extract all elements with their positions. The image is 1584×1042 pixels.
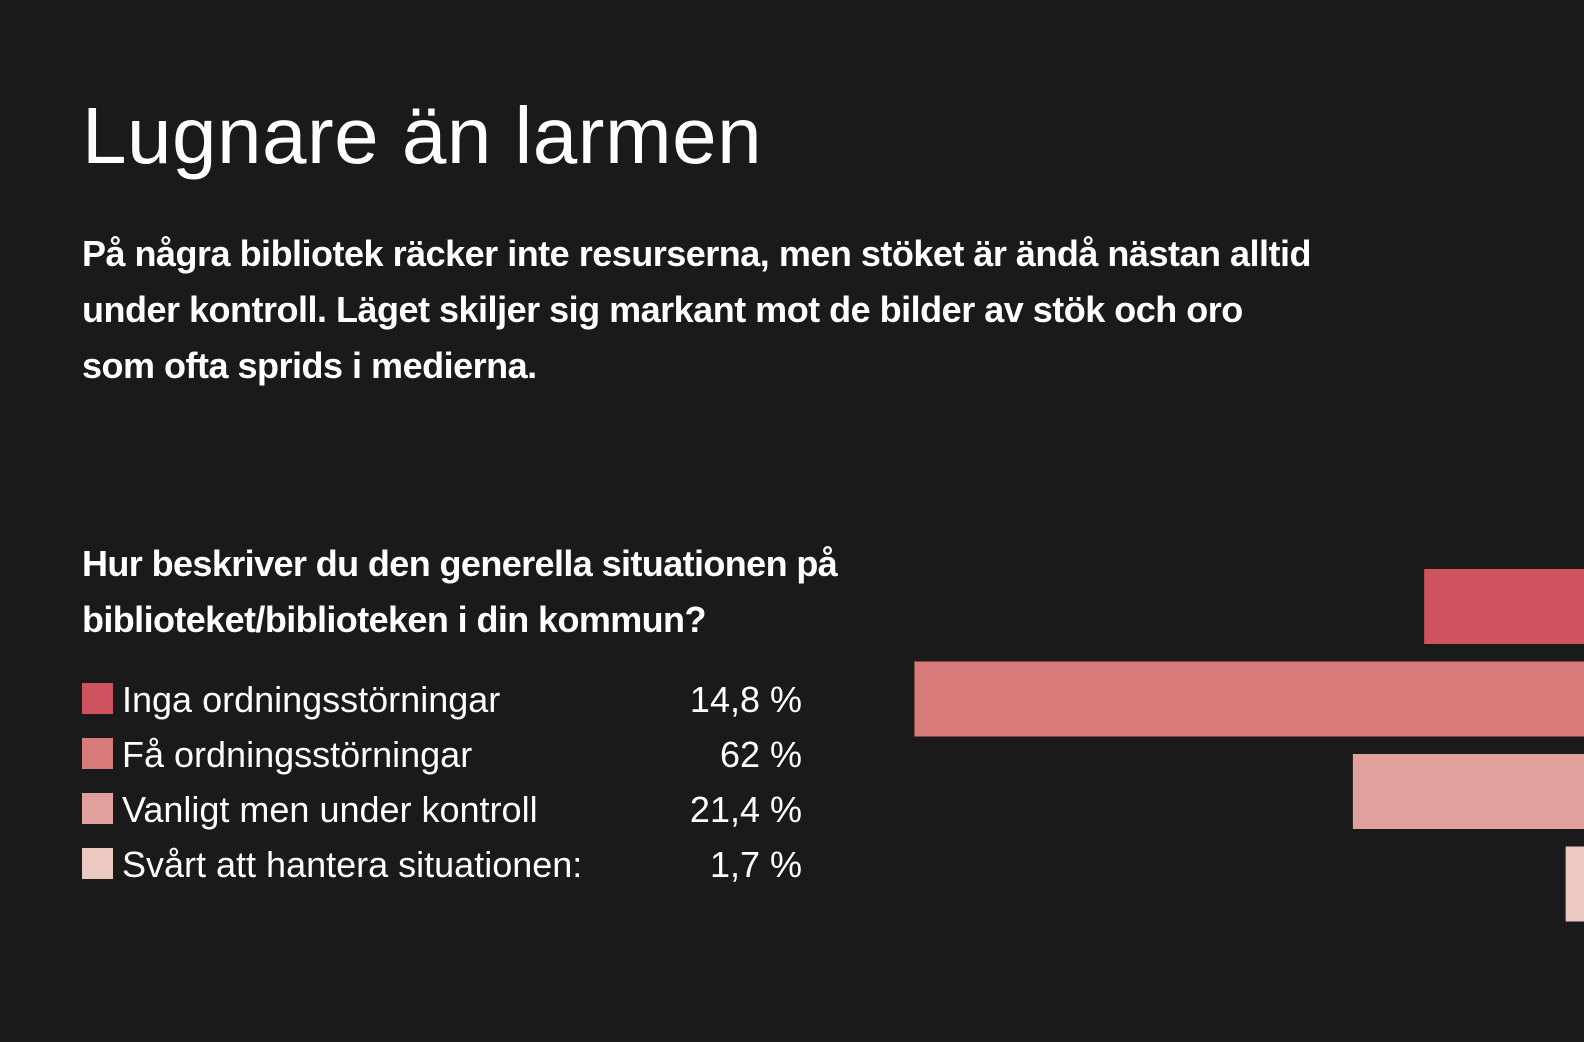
legend-label: Inga ordningsstörningar xyxy=(122,679,501,720)
bar-2 xyxy=(914,661,1584,737)
legend-value: 14,8 % xyxy=(689,679,802,720)
bar-3 xyxy=(1352,754,1584,829)
legend-label: Vanligt men under kontroll xyxy=(122,789,538,830)
page-subtitle: På några bibliotek räcker inte resursern… xyxy=(82,233,1311,386)
legend-item-vanligt: Vanligt men under kontroll 21,4 % xyxy=(82,782,802,837)
legend-item-fa: Få ordningsstörningar 62 % xyxy=(82,727,802,782)
legend-swatch xyxy=(82,793,113,824)
chart-title: Hur beskriver du den generella situation… xyxy=(82,543,838,640)
legend-value: 62 % xyxy=(719,734,802,775)
bar-4 xyxy=(1565,846,1584,922)
legend-swatch xyxy=(82,738,113,769)
legend-item-inga: Inga ordningsstörningar 14,8 % xyxy=(82,672,802,727)
legend-swatch xyxy=(82,848,113,879)
legend-label: Svårt att hantera situationen: xyxy=(122,844,583,885)
legend-label: Få ordningsstörningar xyxy=(122,734,473,775)
chart-legend: Inga ordningsstörningar 14,8 % Få ordnin… xyxy=(82,672,802,892)
bar-1 xyxy=(1424,569,1584,644)
legend-item-svart: Svårt att hantera situationen: 1,7 % xyxy=(82,837,802,892)
legend-value: 21,4 % xyxy=(689,789,802,830)
legend-value: 1,7 % xyxy=(709,844,802,885)
page-title: Lugnare än larmen xyxy=(82,91,763,180)
legend-swatch xyxy=(82,683,113,714)
